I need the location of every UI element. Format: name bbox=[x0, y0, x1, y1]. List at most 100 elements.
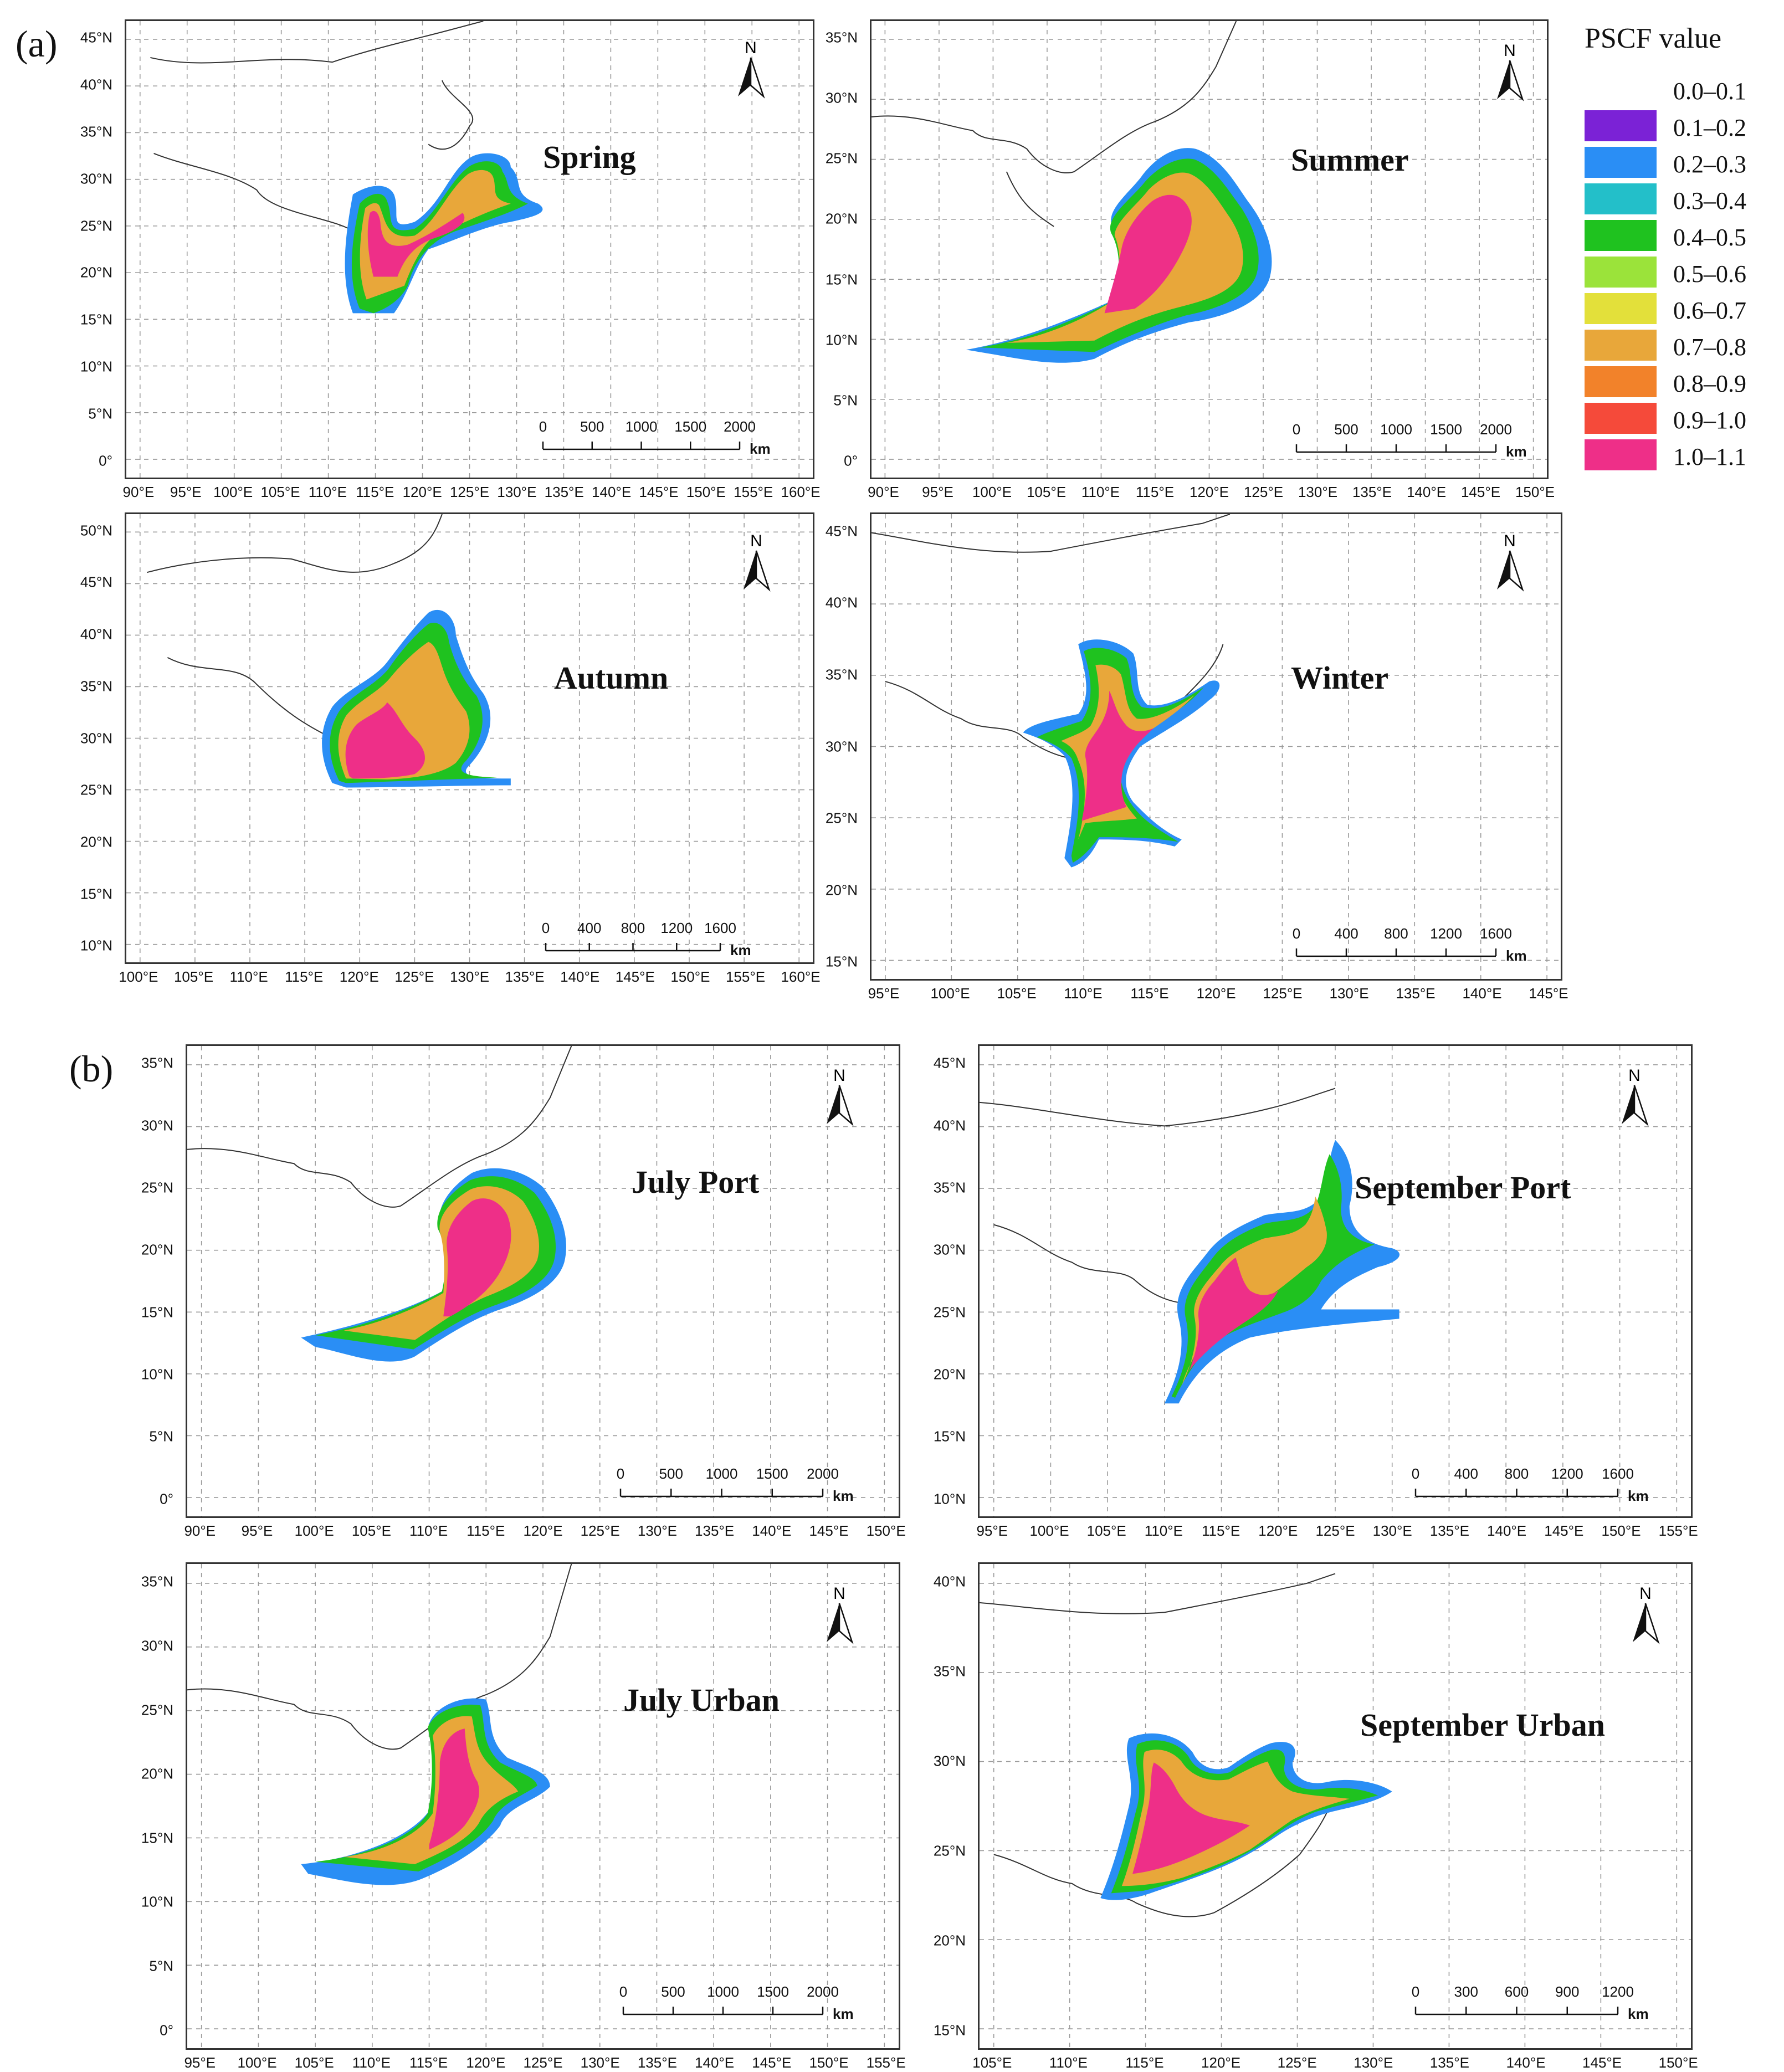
scale-bar-line bbox=[542, 442, 741, 450]
latitude-label: 5°N bbox=[833, 392, 858, 409]
latitude-label: 0° bbox=[160, 1490, 173, 1507]
legend-label: 0.6–0.7 bbox=[1673, 297, 1746, 324]
scale-tick-label: 1200 bbox=[660, 920, 693, 936]
latitude-label: 25°N bbox=[933, 1304, 966, 1321]
longitude-label: 110°E bbox=[1144, 1522, 1183, 1539]
latitude-label: 25°N bbox=[141, 1179, 173, 1196]
longitude-label: 130°E bbox=[637, 1522, 677, 1539]
longitude-label: 145°E bbox=[1544, 1522, 1584, 1539]
longitude-label: 120°E bbox=[523, 1522, 563, 1539]
longitude-label: 100°E bbox=[930, 985, 970, 1002]
longitude-label: 115°E bbox=[1135, 484, 1175, 500]
scale-tick-label: 0 bbox=[1292, 421, 1301, 438]
latitude-label: 20°N bbox=[825, 881, 858, 899]
latitude-label: 25°N bbox=[825, 150, 858, 167]
longitude-label: 105°E bbox=[972, 2054, 1012, 2071]
north-arrow-graphic: N bbox=[1622, 1066, 1649, 1126]
scale-tick-label: 800 bbox=[621, 920, 645, 936]
legend-label: 0.9–1.0 bbox=[1673, 407, 1746, 434]
longitude-label: 140°E bbox=[592, 484, 632, 500]
longitude-label: 140°E bbox=[752, 1522, 792, 1539]
map-panel-september-urban bbox=[978, 1562, 1693, 2050]
longitude-label: 95°E bbox=[184, 2054, 216, 2071]
longitude-label: 100°E bbox=[237, 2054, 277, 2071]
longitude-label: 120°E bbox=[466, 2054, 506, 2071]
latitude-label: 25°N bbox=[141, 1701, 173, 1718]
scale-tick-label: 1000 bbox=[705, 1465, 738, 1482]
latitude-label: 40°N bbox=[80, 76, 112, 93]
longitude-label: 130°E bbox=[580, 2054, 620, 2071]
longitude-labels: 90°E 95°E 100°E 105°E 110°E 115°E 120°E 125°E 13… bbox=[868, 479, 1555, 501]
longitude-label: 115°E bbox=[1125, 2054, 1164, 2071]
legend-row: 0.9–1.0 bbox=[1585, 401, 1773, 437]
scale-tick-label: 600 bbox=[1504, 1983, 1529, 2000]
scale-tick-label: 400 bbox=[577, 920, 602, 936]
longitude-label: 140°E bbox=[1487, 1522, 1527, 1539]
north-label: N bbox=[1628, 1066, 1641, 1085]
longitude-label: 100°E bbox=[1029, 1522, 1069, 1539]
map-panel-july-port bbox=[186, 1044, 900, 1518]
longitude-label: 120°E bbox=[339, 968, 379, 985]
longitude-label: 110°E bbox=[1064, 985, 1103, 1002]
north-arrow-icon: N bbox=[1490, 42, 1529, 101]
north-arrow-right-half bbox=[1509, 60, 1524, 101]
longitude-label: 150°E bbox=[1601, 1522, 1641, 1539]
latitude-label: 15°N bbox=[80, 885, 112, 902]
latitude-label: 30°N bbox=[80, 730, 112, 746]
scale-tick-label: 500 bbox=[580, 418, 604, 435]
longitude-label: 145°E bbox=[615, 968, 655, 985]
longitude-label: 125°E bbox=[1277, 2054, 1317, 2071]
longitude-label: 125°E bbox=[580, 1522, 620, 1539]
north-arrow-right-half bbox=[838, 1085, 854, 1126]
longitude-label: 110°E bbox=[229, 968, 268, 985]
scale-tick-label: 0 bbox=[1411, 1465, 1420, 1482]
latitude-label: 40°N bbox=[933, 1117, 966, 1134]
legend-title: PSCF value bbox=[1585, 23, 1722, 54]
latitude-label: 45°N bbox=[825, 522, 858, 540]
pscf-contour-layer bbox=[1081, 690, 1155, 821]
legend-label: 0.3–0.4 bbox=[1673, 187, 1746, 214]
scale-bar: 0 400 800 1200 1600 km bbox=[542, 920, 753, 958]
north-arrow-graphic: N bbox=[744, 532, 771, 592]
scale-tick-label: 1500 bbox=[674, 418, 707, 435]
longitude-label: 145°E bbox=[1582, 2054, 1622, 2071]
longitude-label: 150°E bbox=[670, 968, 710, 985]
longitude-label: 110°E bbox=[308, 484, 347, 500]
longitude-label: 100°E bbox=[213, 484, 253, 500]
pscf-contour-layer bbox=[345, 702, 425, 779]
scale-bar: 0 500 1000 1500 2000 km bbox=[617, 1465, 856, 1504]
latitude-label: 20°N bbox=[141, 1241, 173, 1258]
map-panel-july-urban bbox=[186, 1562, 900, 2050]
legend-swatch bbox=[1585, 403, 1657, 434]
legend-label: 0.7–0.8 bbox=[1673, 334, 1746, 361]
longitude-label: 120°E bbox=[1196, 985, 1236, 1002]
longitude-label: 155°E bbox=[725, 968, 766, 985]
north-arrow-left-half bbox=[827, 1603, 839, 1642]
north-arrow-left-half bbox=[827, 1085, 839, 1124]
longitude-label: 150°E bbox=[686, 484, 726, 500]
latitude-label: 35°N bbox=[825, 666, 858, 683]
north-arrow-icon: N bbox=[1615, 1066, 1654, 1126]
latitude-label: 15°N bbox=[825, 953, 858, 970]
longitude-label: 135°E bbox=[1429, 2054, 1469, 2071]
north-arrow-graphic: N bbox=[738, 39, 765, 99]
coastline bbox=[187, 1046, 571, 1207]
longitude-label: 135°E bbox=[1396, 985, 1436, 1002]
longitude-label: 150°E bbox=[866, 1522, 906, 1539]
longitude-label: 125°E bbox=[1315, 1522, 1355, 1539]
latitude-label: 10°N bbox=[141, 1893, 173, 1910]
north-arrow-right-half bbox=[1509, 550, 1524, 592]
longitude-label: 95°E bbox=[241, 1522, 273, 1539]
scale-unit-label: km bbox=[1628, 1488, 1649, 1504]
panel-title: Summer bbox=[1291, 142, 1409, 178]
scale-tick-label: 1500 bbox=[757, 1983, 789, 2000]
latitude-label: 20°N bbox=[141, 1765, 173, 1782]
longitude-label: 105°E bbox=[260, 484, 300, 500]
scale-tick-label: 500 bbox=[659, 1465, 683, 1482]
longitude-label: 140°E bbox=[560, 968, 600, 985]
scale-tick-label: 900 bbox=[1555, 1983, 1580, 2000]
longitude-label: 150°E bbox=[1515, 484, 1555, 500]
scale-tick-label: 0 bbox=[616, 1465, 625, 1482]
latitude-label: 0° bbox=[99, 452, 112, 469]
legend-label: 0.1–0.2 bbox=[1673, 114, 1746, 141]
